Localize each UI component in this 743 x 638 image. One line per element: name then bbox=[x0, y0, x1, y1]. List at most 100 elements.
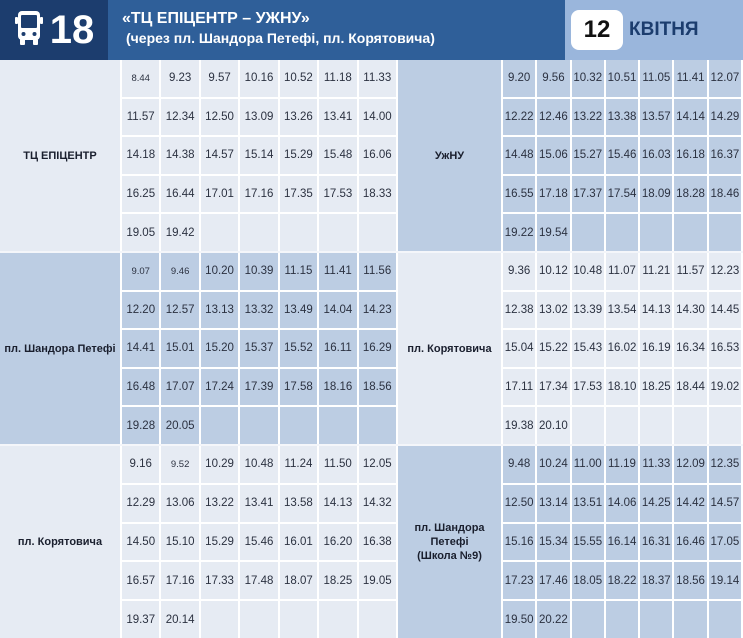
departure-time-cell: 9.20 bbox=[503, 60, 536, 97]
departure-time-cell: 17.07 bbox=[161, 368, 199, 406]
departure-time-cell: 17.37 bbox=[571, 175, 604, 213]
departure-time-cell: 20.05 bbox=[161, 407, 199, 444]
stop-name-line: (Школа №9) bbox=[417, 550, 482, 562]
departure-time-cell: 15.37 bbox=[240, 330, 278, 367]
departure-time-cell: 17.35 bbox=[279, 175, 318, 213]
table-row: 15.04 15.22 15.43 16.02 16.19 16.34 16.53 bbox=[503, 330, 741, 367]
departure-time-cell: 14.48 bbox=[503, 137, 536, 174]
departure-time-cell: 19.50 bbox=[503, 601, 536, 638]
departure-time-cell: 17.24 bbox=[200, 368, 239, 406]
departure-time-cell: 13.09 bbox=[240, 98, 278, 136]
bus-icon bbox=[14, 10, 44, 51]
departure-time-cell: 10.24 bbox=[537, 446, 570, 483]
departure-time-cell bbox=[605, 407, 639, 444]
departure-time-cell: 13.06 bbox=[161, 484, 199, 522]
departure-time-cell: 13.02 bbox=[537, 291, 570, 329]
departure-time-cell: 14.14 bbox=[674, 98, 707, 136]
departure-time-cell: 14.30 bbox=[674, 291, 707, 329]
departure-time-cell: 16.44 bbox=[161, 175, 199, 213]
stop-name-line: пл. Шандора bbox=[414, 522, 485, 534]
departure-time-cell: 13.41 bbox=[319, 98, 357, 136]
departure-time-cell: 13.22 bbox=[200, 484, 239, 522]
departure-time-cell: 13.22 bbox=[571, 98, 604, 136]
departure-time-cell: 15.01 bbox=[161, 330, 199, 367]
departure-time-cell: 9.46 bbox=[161, 253, 199, 290]
departure-time-cell: 18.28 bbox=[674, 175, 707, 213]
date-day: 12 bbox=[571, 10, 623, 50]
stop-block-left: пл. Шандора Петефі 9.07 9.46 10.20 10.39 11.1… bbox=[0, 253, 398, 444]
departure-time-cell: 17.48 bbox=[240, 562, 278, 600]
departure-time-cell: 12.46 bbox=[537, 98, 570, 136]
departure-time-cell bbox=[674, 601, 707, 638]
departure-time-cell: 17.54 bbox=[605, 175, 639, 213]
departure-time-cell: 16.31 bbox=[640, 523, 673, 561]
departure-time-cell: 15.16 bbox=[503, 523, 536, 561]
departure-time-cell: 17.39 bbox=[240, 368, 278, 406]
departure-time-cell: 19.54 bbox=[537, 214, 570, 251]
departure-time-cell: 13.39 bbox=[571, 291, 604, 329]
departure-times: 9.07 9.46 10.20 10.39 11.15 11.41 11.56 12.20 12… bbox=[122, 253, 398, 444]
departure-time-cell: 10.12 bbox=[537, 253, 570, 290]
departure-time-cell: 13.13 bbox=[200, 291, 239, 329]
table-row: 19.22 19.54 bbox=[503, 214, 741, 251]
departure-time-cell: 10.29 bbox=[200, 446, 239, 483]
departure-time-cell: 14.23 bbox=[358, 291, 396, 329]
departure-time-cell: 15.48 bbox=[319, 137, 357, 174]
table-row: 17.11 17.34 17.53 18.10 18.25 18.44 19.02 bbox=[503, 368, 741, 406]
departure-time-cell: 16.57 bbox=[122, 562, 160, 600]
departure-time-cell: 14.45 bbox=[708, 291, 741, 329]
table-row: 19.50 20.22 bbox=[503, 601, 741, 638]
departure-time-cell: 10.52 bbox=[279, 60, 318, 97]
stop-name: пл. Корятовича bbox=[0, 446, 122, 638]
departure-time-cell: 14.13 bbox=[640, 291, 673, 329]
departure-time-cell: 14.57 bbox=[200, 137, 239, 174]
departure-time-cell: 16.34 bbox=[674, 330, 707, 367]
departure-time-cell: 16.01 bbox=[279, 523, 318, 561]
departure-time-cell: 12.57 bbox=[161, 291, 199, 329]
departure-time-cell: 14.00 bbox=[358, 98, 396, 136]
departure-time-cell: 14.25 bbox=[640, 484, 673, 522]
table-row: 12.22 12.46 13.22 13.38 13.57 14.14 14.29 bbox=[503, 98, 741, 136]
table-row: 11.57 12.34 12.50 13.09 13.26 13.41 14.00 bbox=[122, 98, 396, 136]
route-number: 18 bbox=[49, 8, 95, 52]
table-row: 8.44 9.23 9.57 10.16 10.52 11.18 11.33 bbox=[122, 60, 396, 97]
departure-time-cell bbox=[319, 601, 357, 638]
departure-time-cell: 16.53 bbox=[708, 330, 741, 367]
departure-time-cell: 15.22 bbox=[537, 330, 570, 367]
departure-times: 9.16 9.52 10.29 10.48 11.24 11.50 12.05 12.29 13… bbox=[122, 446, 398, 638]
table-row: 16.57 17.16 17.33 17.48 18.07 18.25 19.05 bbox=[122, 562, 396, 600]
table-row: 16.25 16.44 17.01 17.16 17.35 17.53 18.33 bbox=[122, 175, 396, 213]
stop-name: пл. Корятовича bbox=[398, 253, 503, 444]
departure-time-cell: 11.50 bbox=[319, 446, 357, 483]
departure-time-cell: 13.14 bbox=[537, 484, 570, 522]
departure-time-cell: 16.18 bbox=[674, 137, 707, 174]
departure-time-cell: 18.07 bbox=[279, 562, 318, 600]
departure-time-cell: 16.29 bbox=[358, 330, 396, 367]
departure-time-cell: 14.42 bbox=[674, 484, 707, 522]
timetable-grid: ТЦ ЕПІЦЕНТР 8.44 9.23 9.57 10.16 10.52 11.18 11… bbox=[0, 60, 743, 638]
departure-time-cell bbox=[708, 214, 741, 251]
departure-time-cell: 14.18 bbox=[122, 137, 160, 174]
table-row: 12.38 13.02 13.39 13.54 14.13 14.30 14.45 bbox=[503, 291, 741, 329]
table-row: 19.37 20.14 bbox=[122, 601, 396, 638]
departure-time-cell bbox=[200, 214, 239, 251]
departure-time-cell: 11.07 bbox=[605, 253, 639, 290]
departure-time-cell bbox=[358, 214, 396, 251]
departure-time-cell: 19.02 bbox=[708, 368, 741, 406]
departure-time-cell: 10.48 bbox=[571, 253, 604, 290]
departure-time-cell bbox=[640, 601, 673, 638]
departure-time-cell: 10.20 bbox=[200, 253, 239, 290]
departure-time-cell bbox=[319, 214, 357, 251]
departure-time-cell: 19.14 bbox=[708, 562, 741, 600]
table-row: 12.29 13.06 13.22 13.41 13.58 14.13 14.32 bbox=[122, 484, 396, 522]
route-title-block: «ТЦ ЕПІЦЕНТР – УЖНУ» (через пл. Шандора … bbox=[108, 0, 565, 60]
departure-time-cell bbox=[279, 407, 318, 444]
departure-time-cell: 14.04 bbox=[319, 291, 357, 329]
departure-time-cell: 13.26 bbox=[279, 98, 318, 136]
departure-time-cell: 15.52 bbox=[279, 330, 318, 367]
departure-time-cell: 11.15 bbox=[279, 253, 318, 290]
table-row: 19.28 20.05 bbox=[122, 407, 396, 444]
departure-time-cell: 15.34 bbox=[537, 523, 570, 561]
departure-time-cell: 11.19 bbox=[605, 446, 639, 483]
departure-time-cell: 15.14 bbox=[240, 137, 278, 174]
